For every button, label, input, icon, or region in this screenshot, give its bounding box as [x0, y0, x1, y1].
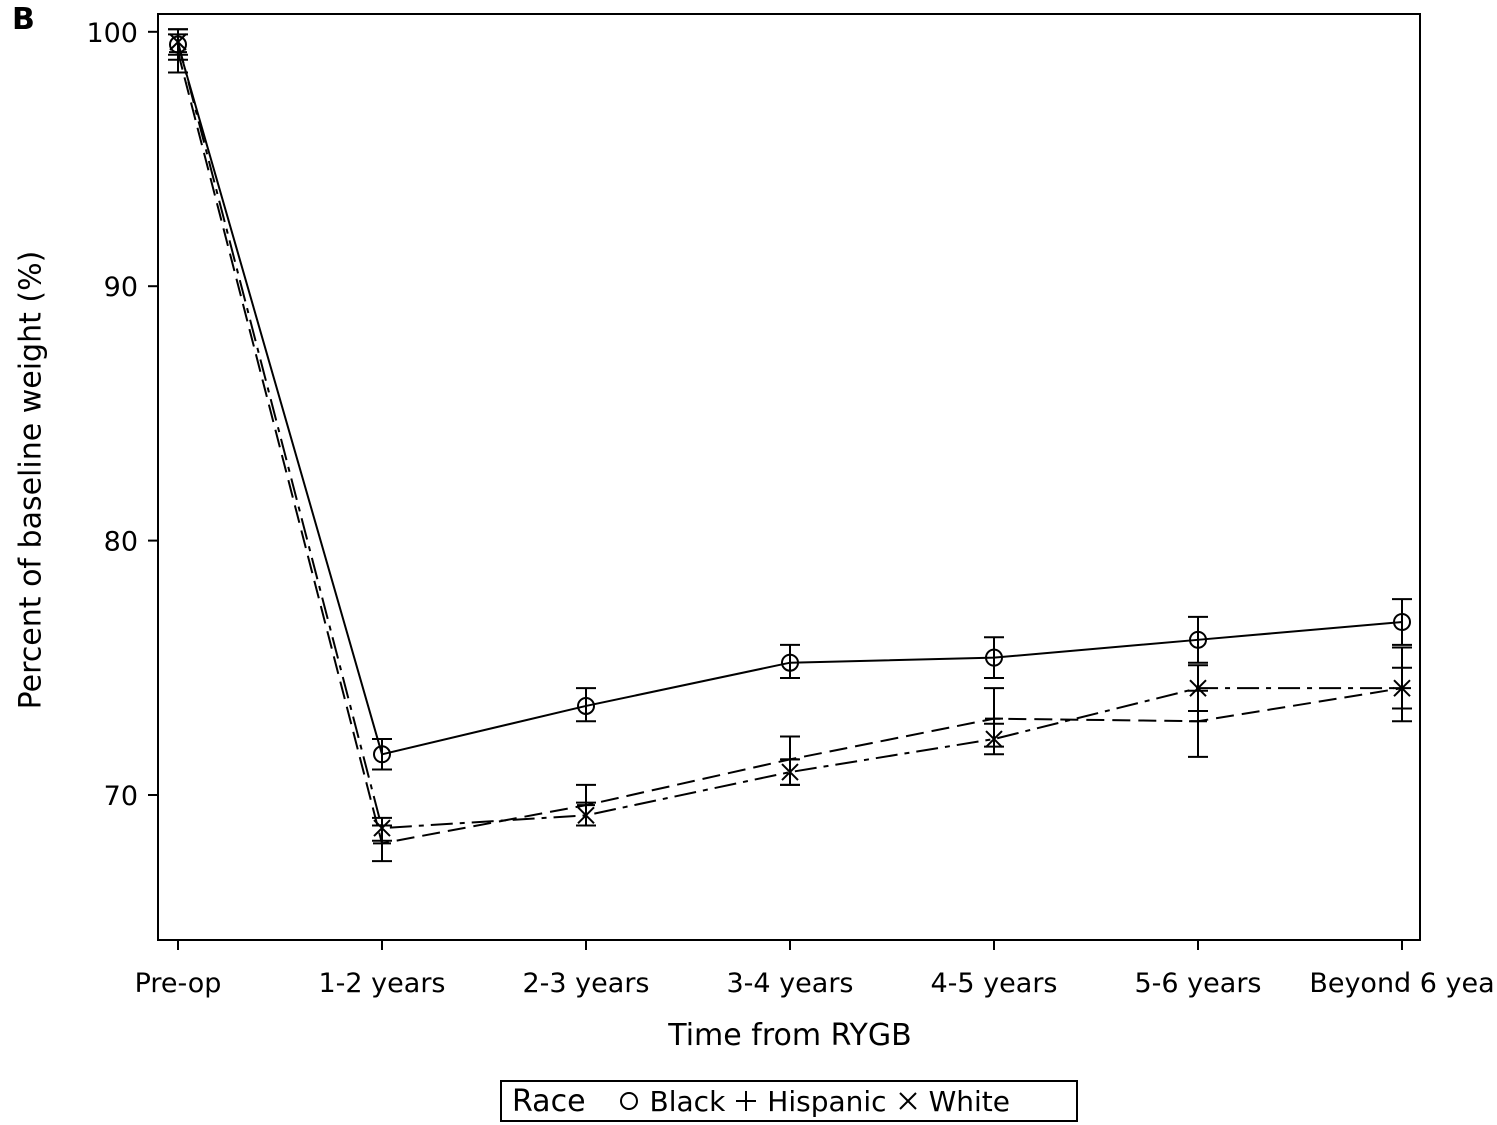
y-tick-label: 100 — [86, 18, 138, 49]
data-point-black — [1189, 630, 1207, 649]
legend-label-black: Black — [649, 1084, 726, 1118]
legend: Race Black Hispanic White — [500, 1080, 1078, 1122]
legend-item-white: White — [895, 1085, 1010, 1118]
y-axis: 70 80 90 100 — [86, 18, 158, 812]
data-point-white — [373, 819, 391, 837]
data-point-white — [985, 730, 1003, 748]
x-tick-label: Pre-op — [135, 968, 222, 999]
x-tick-label: Beyond 6 yea — [1309, 968, 1494, 999]
data-point-white — [781, 763, 799, 781]
data-point-white — [577, 806, 595, 825]
data-point-white — [1189, 679, 1207, 697]
x-axis-title: Time from RYGB — [668, 1018, 912, 1053]
x-marker-icon — [898, 1092, 917, 1110]
x-tick-label: 2-3 years — [523, 968, 650, 999]
data-point-black — [373, 745, 391, 764]
data-point-black — [1393, 613, 1411, 632]
x-tick-label: 5-6 years — [1135, 968, 1262, 999]
data-point-black — [781, 653, 799, 672]
data-point-black — [985, 648, 1003, 667]
plot-frame — [157, 13, 1421, 941]
series-line-white — [177, 41, 1402, 830]
data-point-black — [577, 696, 595, 715]
panel-label: B — [12, 2, 35, 37]
legend-label-white: White — [928, 1084, 1010, 1118]
x-tick-label: 3-4 years — [727, 968, 854, 999]
x-tick-label: 4-5 years — [931, 968, 1058, 999]
circle-marker-icon — [619, 1092, 638, 1110]
legend-title: Race — [512, 1083, 586, 1119]
data-point-hispanic — [1189, 712, 1207, 731]
series-layer — [168, 28, 1412, 863]
legend-label-hispanic: Hispanic — [767, 1084, 887, 1118]
plus-marker-icon — [736, 1091, 757, 1111]
data-point-white — [169, 33, 187, 51]
series-line-hispanic — [177, 51, 1403, 845]
data-point-white — [1393, 679, 1411, 697]
y-axis-title: Percent of baseline weight (%) — [13, 250, 49, 710]
x-tick-label: 1-2 years — [319, 968, 446, 999]
legend-item-black: Black — [616, 1084, 726, 1118]
y-tick-label: 90 — [104, 272, 138, 303]
y-tick-label: 70 — [104, 781, 138, 812]
y-tick-label: 80 — [104, 527, 138, 558]
legend-item-hispanic: Hispanic — [733, 1084, 887, 1118]
x-axis: Pre-op 1-2 years 2-3 years 3-4 years 4-5 yea… — [135, 940, 1495, 999]
